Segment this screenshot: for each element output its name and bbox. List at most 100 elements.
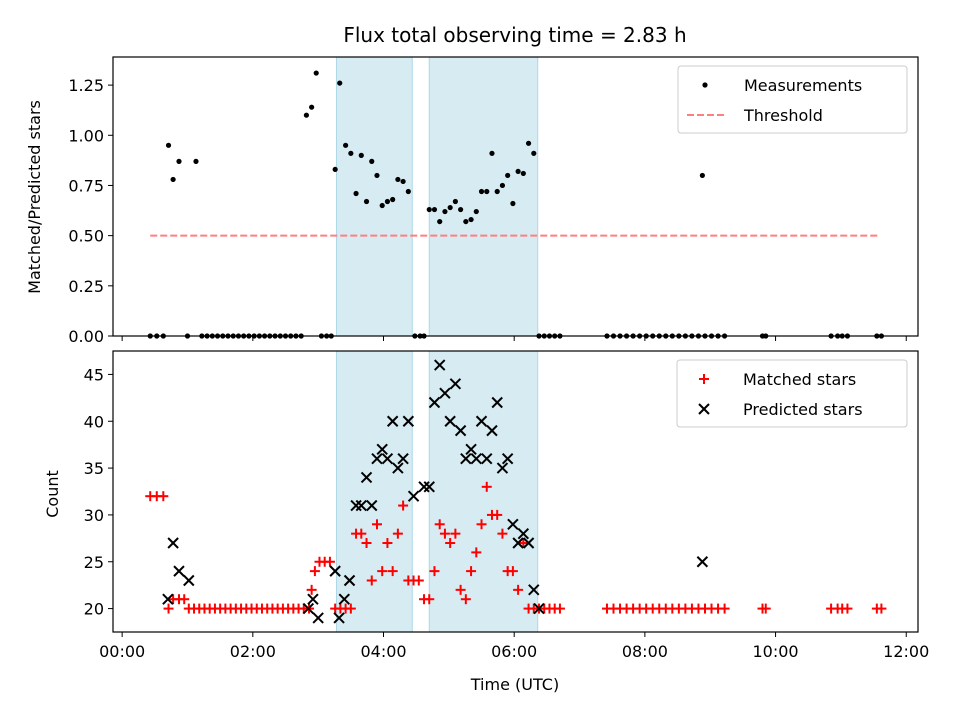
matched-star-point: [471, 547, 482, 558]
matched-star-point: [513, 584, 524, 595]
count-panel: 20 25 30 35 40 45 00:00 02:00 04:00 06:00 08:00 10:…: [84, 350, 929, 661]
measurement-point: [489, 150, 495, 156]
matched-star-point: [554, 603, 565, 614]
measurement-point: [473, 208, 479, 215]
matched-star-point: [455, 584, 466, 595]
predicted-star-point: [522, 537, 535, 549]
x-tick-label: 10:00: [753, 642, 799, 661]
predicted-star-point: [470, 453, 483, 465]
predicted-star-stroke: [338, 593, 351, 605]
predicted-star-stroke: [302, 602, 315, 615]
predicted-star-stroke: [333, 612, 345, 624]
predicted-star-stroke: [167, 537, 179, 549]
matched-star-point: [439, 528, 450, 539]
predicted-star-stroke: [486, 424, 498, 437]
matched-star-point: [842, 603, 853, 614]
predicted-star-point: [486, 424, 498, 437]
measurement-point: [452, 198, 458, 205]
predicted-star-point: [423, 481, 435, 493]
matched-star-point: [434, 519, 445, 530]
predicted-star-point: [392, 462, 404, 474]
measurement-point: [531, 150, 537, 156]
predicted-star-point: [696, 556, 709, 568]
predicted-star-point: [386, 415, 399, 427]
measurement-point: [337, 80, 343, 86]
observing-interval-band: [335, 350, 413, 633]
measurement-point: [525, 140, 532, 146]
predicted-star-stroke: [501, 453, 514, 465]
predicted-star-point: [167, 537, 179, 549]
predicted-star-stroke: [475, 415, 488, 427]
measurement-point: [510, 200, 516, 207]
y-tick-label: 35: [84, 459, 104, 478]
measurement-point: [431, 206, 438, 213]
matched-star-point: [179, 594, 190, 605]
measurement-point: [499, 182, 506, 189]
measurement-point: [348, 150, 354, 156]
predicted-star-point: [173, 565, 185, 577]
matched-star-point: [361, 538, 372, 549]
measurement-point: [494, 188, 500, 195]
predicted-star-stroke: [460, 453, 472, 465]
measurement-point: [176, 158, 182, 164]
predicted-star-stroke: [522, 537, 535, 549]
predicted-star-stroke: [366, 499, 378, 512]
predicted-star-point: [402, 415, 415, 427]
measurement-point: [358, 152, 364, 158]
predicted-star-stroke: [491, 396, 503, 409]
predicted-star-point: [444, 415, 456, 427]
predicted-star-stroke: [386, 415, 399, 427]
predicted-star-stroke: [397, 453, 409, 465]
predicted-star-stroke: [517, 527, 530, 540]
x-tick-label: 04:00: [360, 642, 406, 661]
predicted-star-stroke: [428, 396, 441, 409]
predicted-star-point: [428, 396, 441, 409]
predicted-star-point: [454, 424, 467, 437]
matched-star-point: [382, 538, 393, 549]
x-tick-label: 00:00: [99, 642, 145, 661]
predicted-star-stroke: [454, 424, 467, 437]
predicted-star-point: [333, 612, 345, 624]
predicted-star-point: [460, 453, 472, 465]
y-tick-label: 40: [84, 412, 104, 431]
matched-star-point: [460, 594, 471, 605]
predicted-star-point: [307, 593, 319, 605]
predicted-star-point: [475, 415, 488, 427]
y-tick-label: 1.25: [68, 76, 104, 95]
legend: Measurements Threshold: [677, 65, 908, 134]
measurement-point: [369, 158, 375, 164]
predicted-star-point: [517, 527, 530, 540]
matched-star-point: [163, 603, 174, 614]
measurement-point: [374, 172, 380, 179]
y-tick-label: 45: [84, 365, 104, 384]
legend-measurement-marker: [702, 82, 708, 88]
predicted-star-point: [338, 593, 351, 605]
measurement-point: [379, 202, 385, 209]
y-tick-label: 20: [84, 600, 104, 619]
legend-predicted-marker: [698, 403, 710, 415]
legend-label: Predicted stars: [743, 400, 863, 419]
measurement-point: [384, 198, 391, 205]
predicted-star-stroke: [402, 415, 415, 427]
measurement-point: [303, 112, 310, 118]
predicted-star-stroke: [173, 565, 185, 577]
measurement-point: [395, 176, 401, 183]
matched-star-point: [324, 556, 335, 567]
predicted-star-stroke: [444, 415, 456, 427]
legend-label: Matched stars: [743, 370, 856, 389]
measurement-point: [458, 206, 464, 213]
predicted-star-point: [302, 602, 315, 615]
x-tick-label: 06:00: [491, 642, 537, 661]
measurement-point: [170, 176, 176, 183]
observing-interval-band: [428, 350, 539, 633]
predicted-star-point: [343, 574, 356, 587]
matched-star-point: [413, 575, 424, 586]
predicted-star-point: [381, 453, 394, 465]
predicted-star-point: [355, 499, 368, 512]
predicted-star-stroke: [528, 584, 540, 596]
legend-box: [676, 359, 908, 428]
predicted-star-point: [481, 453, 493, 465]
predicted-star-point: [507, 518, 519, 530]
matched-star-point: [387, 566, 398, 577]
